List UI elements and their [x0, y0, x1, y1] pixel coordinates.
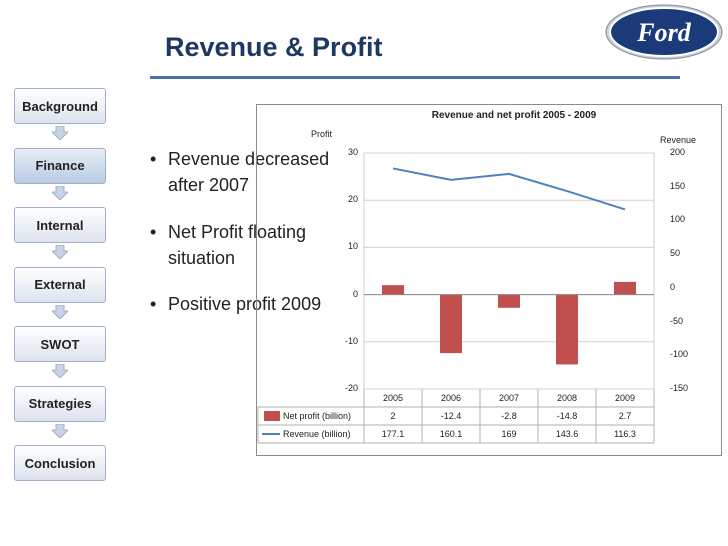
right-tick-label: 100	[670, 214, 686, 225]
nav-arrow-icon	[52, 364, 68, 378]
nav-item-conclusion[interactable]: Conclusion	[14, 445, 106, 481]
profit-bar	[498, 294, 520, 308]
left-tick-label: 10	[347, 241, 358, 252]
slide-title: Revenue & Profit	[165, 32, 383, 62]
profit-data-label: -12.4	[440, 411, 462, 421]
left-tick-label: -10	[344, 335, 358, 346]
right-tick-label: -150	[670, 383, 689, 393]
right-tick-label: 150	[670, 180, 686, 191]
revenue-data-label: 143.6	[555, 429, 579, 439]
nav-arrow-icon	[52, 423, 68, 438]
x-tick-label: 2008	[556, 393, 578, 403]
profit-data-label: 2	[390, 411, 396, 421]
title-underline	[150, 76, 680, 79]
nav-arrow-icon	[52, 185, 68, 200]
revenue-data-label: 116.3	[614, 429, 636, 439]
right-tick-label: 200	[670, 147, 686, 157]
svg-text:Ford: Ford	[636, 18, 691, 47]
right-axis-label: Revenue	[660, 135, 697, 145]
profit-bar	[440, 294, 462, 354]
left-tick-label: 30	[347, 147, 358, 157]
nav-item-external[interactable]: External	[14, 266, 106, 303]
left-tick-label: 0	[352, 288, 358, 299]
right-tick-label: -50	[670, 315, 684, 326]
chart-frame	[256, 104, 722, 456]
legend-label-revenue: Revenue (billion)	[283, 429, 351, 439]
bullet-text: Positive profit 2009	[168, 294, 322, 314]
legend-label-profit: Net profit (billion)	[283, 411, 352, 421]
left-tick-label: -20	[344, 383, 358, 393]
bullet-symbol: •	[150, 149, 157, 169]
nav-item-background[interactable]: Background	[14, 88, 106, 124]
nav-item-swot[interactable]: SWOT	[14, 326, 106, 362]
nav-arrow-icon	[52, 304, 68, 319]
profit-data-label: -2.8	[501, 411, 517, 421]
bullet-symbol: •	[150, 294, 157, 314]
profit-data-label: 2.7	[618, 411, 632, 421]
bullet-symbol: •	[150, 222, 157, 242]
chart-title: Revenue and net profit 2005 - 2009	[431, 110, 597, 121]
profit-bar	[614, 281, 636, 295]
ford-logo: Ford	[604, 3, 724, 61]
x-tick-label: 2005	[382, 393, 404, 403]
left-tick-label: 20	[347, 194, 358, 205]
revenue-profit-chart: Revenue and net profit 2005 - 2009 Profi…	[256, 104, 722, 456]
nav-arrow-icon	[52, 245, 68, 259]
plot-area	[363, 152, 655, 390]
revenue-data-label: 160.1	[439, 429, 463, 439]
x-tick-label: 2006	[440, 393, 462, 403]
nav-arrow-icon	[52, 126, 68, 140]
chart-plot	[257, 152, 655, 444]
profit-data-label: -14.8	[556, 411, 578, 421]
x-tick-label: 2007	[498, 393, 520, 403]
profit-bar	[556, 294, 578, 365]
profit-bar	[382, 285, 404, 295]
legend-key-profit	[264, 411, 280, 421]
nav-item-strategies[interactable]: Strategies	[14, 385, 106, 422]
bullet-text: Net Profit floating situation	[168, 222, 307, 268]
bullet-text: Revenue decreased after 2007	[168, 149, 330, 195]
right-tick-label: 50	[670, 248, 681, 259]
revenue-line	[392, 167, 626, 211]
right-tick-label: 0	[670, 281, 676, 292]
nav-item-internal[interactable]: Internal	[14, 207, 106, 243]
right-tick-label: -100	[670, 349, 689, 360]
nav-item-finance[interactable]: Finance	[14, 147, 106, 184]
revenue-data-label: 169	[501, 429, 517, 439]
revenue-data-label: 177.1	[381, 429, 405, 439]
left-axis-label: Profit	[311, 129, 333, 139]
x-tick-label: 2009	[614, 393, 636, 403]
